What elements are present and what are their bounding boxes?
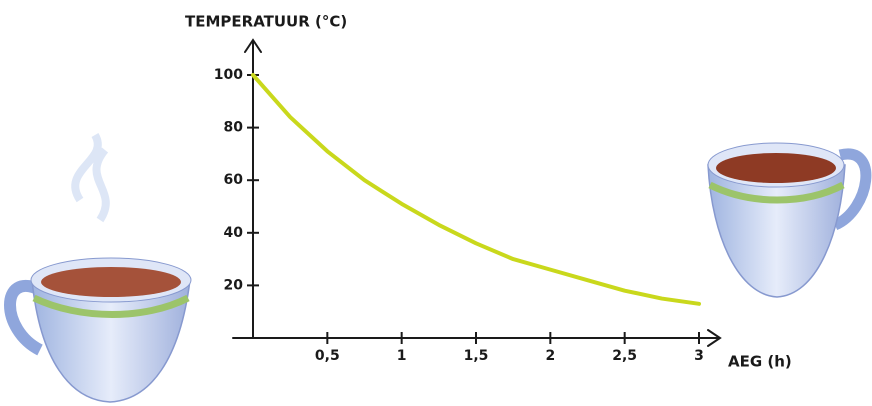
x-tick-label: 2,5: [612, 348, 637, 364]
y-axis-label: TEMPERATUUR (°C): [185, 13, 347, 31]
temperature-line: [251, 73, 701, 306]
left-cup: [4, 132, 192, 403]
x-tick-label: 3: [694, 348, 704, 364]
y-axis: [244, 38, 262, 339]
x-tick-label: 2: [545, 348, 555, 364]
x-tick-label: 1,5: [464, 348, 489, 364]
y-tick-label: 20: [224, 277, 244, 293]
y-tick-label: 100: [214, 67, 243, 83]
x-axis-label: AEG (h): [728, 353, 792, 371]
y-tick-label: 80: [224, 120, 244, 136]
y-tick-label: 40: [224, 225, 244, 241]
x-tick-label: 0,5: [315, 348, 340, 364]
right-cup: [707, 142, 872, 298]
x-tick-label: 1: [397, 348, 407, 364]
y-tick-label: 60: [224, 172, 244, 188]
